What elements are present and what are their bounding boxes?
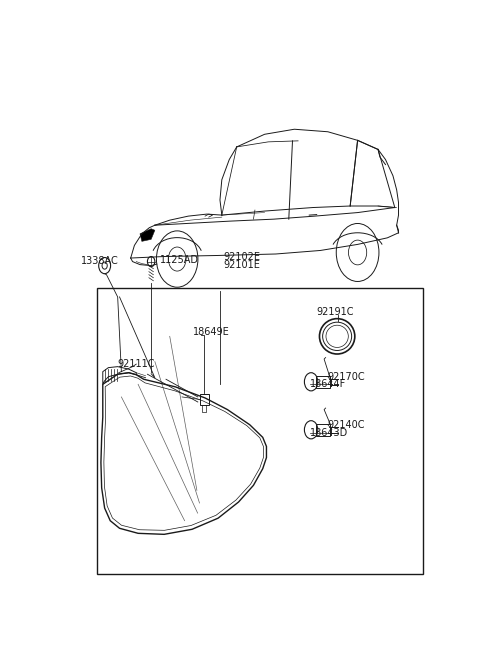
Text: 18644F: 18644F	[310, 379, 346, 389]
Text: 92170C: 92170C	[328, 372, 365, 382]
Bar	[97, 289, 423, 574]
Text: 92140C: 92140C	[328, 420, 365, 430]
Text: 1125AD: 1125AD	[160, 255, 199, 264]
Text: 92102E: 92102E	[223, 251, 260, 262]
Text: 92111C: 92111C	[118, 359, 155, 369]
Polygon shape	[140, 229, 155, 241]
Bar	[316, 376, 330, 388]
Text: 18643D: 18643D	[310, 428, 348, 438]
Text: 92191C: 92191C	[317, 307, 354, 317]
Text: 92101E: 92101E	[223, 260, 260, 270]
Bar	[316, 424, 330, 436]
Bar	[200, 394, 209, 405]
Text: 1338AC: 1338AC	[81, 256, 118, 266]
Text: 18649E: 18649E	[193, 327, 230, 337]
